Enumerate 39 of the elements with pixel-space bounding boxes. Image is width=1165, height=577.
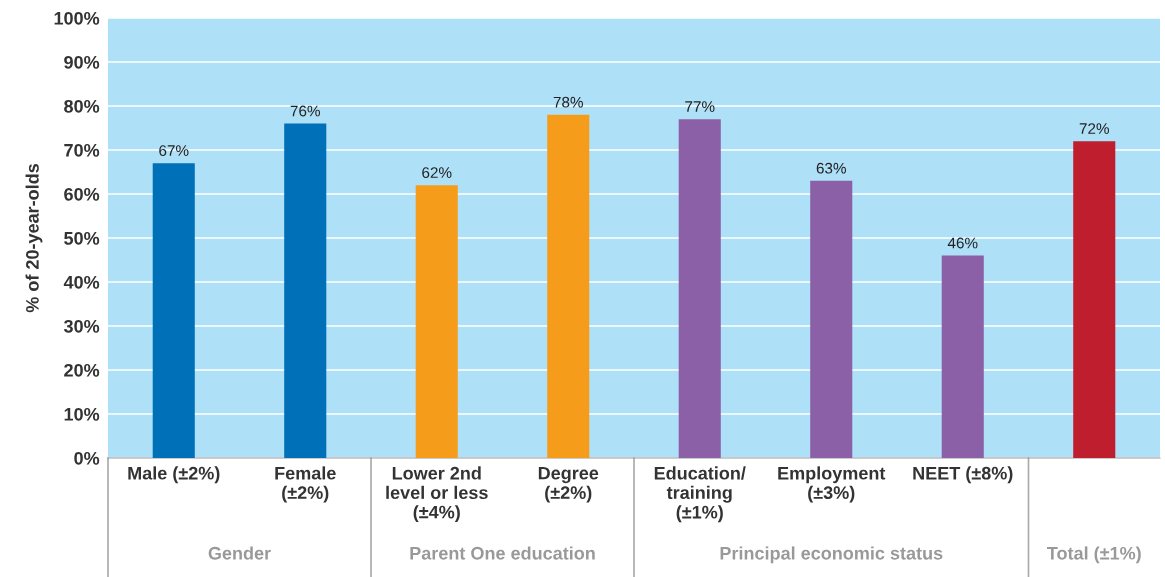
data-label: 62% (422, 167, 452, 179)
data-label: 72% (1079, 123, 1109, 134)
x-tick-label: NEET (±8%) (913, 466, 1013, 484)
bar (1073, 141, 1116, 458)
bar (941, 255, 984, 458)
data-label: 67% (159, 145, 189, 157)
y-tick-label: 100% (54, 11, 100, 25)
data-label: 77% (685, 101, 715, 112)
y-tick-label: 0% (74, 451, 100, 465)
bar (810, 180, 853, 458)
data-label: 46% (947, 237, 978, 249)
bar (415, 185, 458, 458)
y-tick-label: 90% (64, 55, 100, 69)
text: Total (±1%) (1047, 546, 1141, 564)
x-tick-label: Lower 2nd level or less (±4%) (386, 466, 488, 523)
y-tick-label: 70% (64, 143, 100, 157)
x-tick-label: Education/ training (±1%) (654, 466, 746, 523)
x-tick-label: Degree (±2%) (538, 466, 599, 503)
text: Parent One education (410, 546, 595, 560)
bar (547, 114, 590, 458)
text: Principal economic status (720, 546, 943, 564)
text: Gender (208, 546, 271, 560)
data-label: 76% (290, 105, 320, 117)
y-tick-label: 50% (64, 231, 100, 245)
y-tick-label: 10% (64, 407, 100, 421)
y-axis-title: % of 20-year-olds (25, 163, 43, 313)
x-tick-label: Male (±2%) (128, 466, 220, 484)
y-tick-label: 20% (64, 363, 100, 377)
y-tick-label: 30% (63, 319, 100, 333)
y-tick-label: 40% (63, 275, 100, 289)
y-tick-label: 80% (64, 99, 100, 113)
data-label: 78% (553, 96, 583, 108)
bar (678, 119, 721, 458)
x-tick-label: Employment (±3%) (778, 466, 886, 503)
data-label: 63% (816, 162, 846, 174)
y-tick-label: 60% (64, 187, 100, 201)
bar (284, 123, 327, 458)
bar (152, 163, 195, 458)
x-tick-label: Female (±2%) (275, 466, 336, 503)
